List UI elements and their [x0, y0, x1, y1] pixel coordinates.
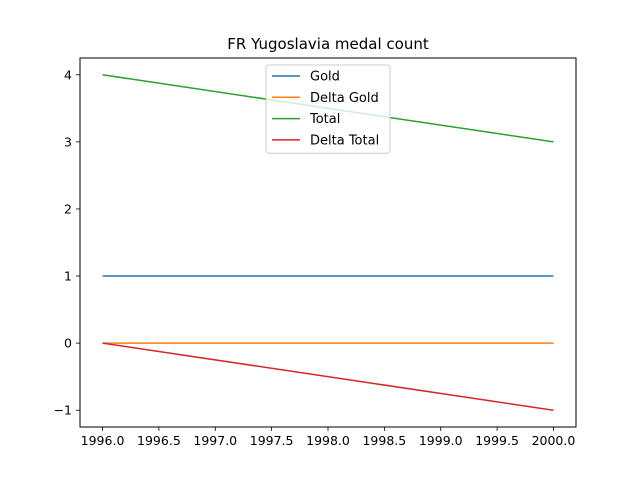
y-tick-label: 3: [64, 134, 72, 149]
y-axis-ticks: −1 0 1 2 3 4: [54, 67, 80, 418]
x-tick-label: 1998.0: [306, 433, 350, 448]
legend: Gold Delta Gold Total Delta Total: [265, 64, 391, 154]
legend-label: Total: [309, 112, 340, 127]
x-tick-label: 1997.0: [193, 433, 237, 448]
legend-label: Delta Total: [310, 133, 379, 148]
x-tick-label: 1999.0: [419, 433, 463, 448]
x-tick-label: 1997.5: [250, 433, 294, 448]
y-tick-label: 1: [64, 269, 72, 284]
x-tick-label: 1996.0: [81, 433, 125, 448]
x-tick-label: 1999.5: [475, 433, 519, 448]
y-tick-label: −1: [54, 403, 72, 418]
x-axis-ticks: 1996.0 1996.5 1997.0 1997.5 1998.0 1998.5 1999…: [81, 427, 576, 448]
legend-box: [265, 64, 391, 154]
y-tick-label: 2: [64, 201, 72, 216]
legend-label: Delta Gold: [310, 91, 379, 106]
y-tick-label: 4: [64, 67, 72, 82]
x-tick-label: 1998.5: [362, 433, 406, 448]
y-tick-label: 0: [64, 336, 72, 351]
legend-label: Gold: [310, 70, 340, 85]
x-tick-label: 1996.5: [137, 433, 181, 448]
chart-title: FR Yugoslavia medal count: [227, 35, 429, 53]
x-tick-label: 2000.0: [532, 433, 576, 448]
axes-frame: [79, 57, 577, 428]
series-line-delta-total: [102, 342, 554, 411]
